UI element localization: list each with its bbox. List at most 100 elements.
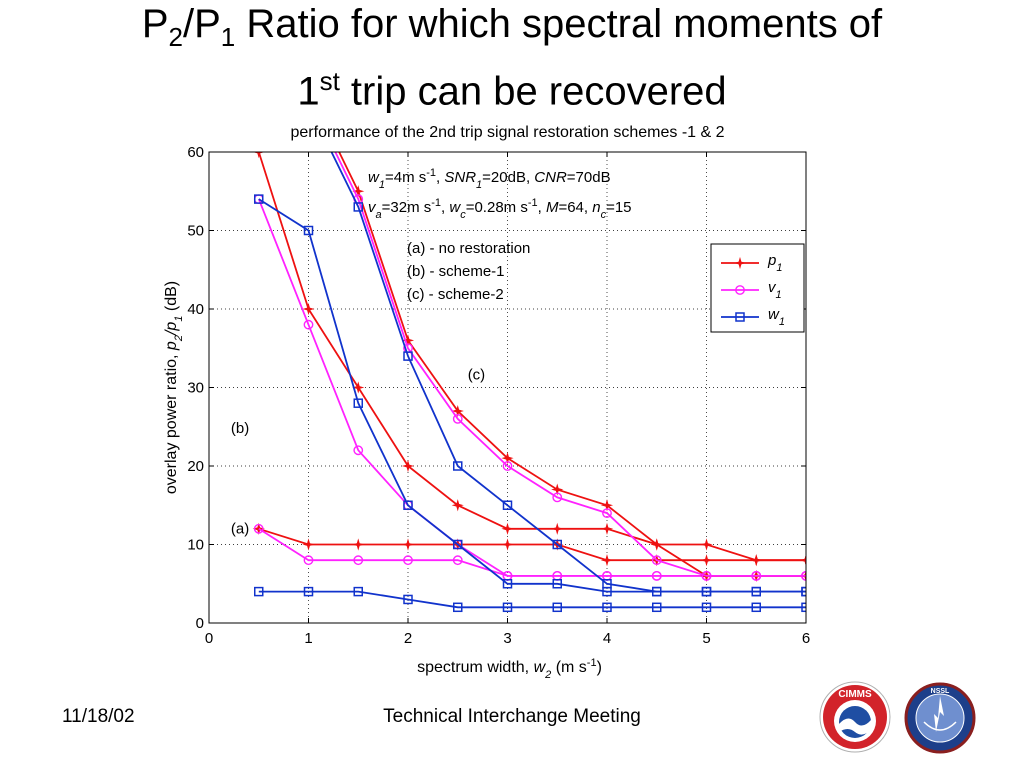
data-point-p1-b: [302, 302, 315, 316]
legend-marker-p1: [733, 256, 747, 270]
y-tick-label: 60: [187, 144, 204, 161]
data-point-p1-a: [252, 522, 265, 535]
data-point-p1-b: [750, 554, 763, 567]
data-point-w1-c: [801, 586, 806, 597]
legend-label-w1: w1: [768, 306, 785, 328]
data-point-w1-c: [403, 351, 413, 361]
data-point-p1-a: [600, 554, 614, 567]
params-line-1: w1=4m s-1, SNR1=20dB, CNR=70dB: [368, 167, 611, 191]
data-point-w1-a: [552, 602, 562, 613]
data-point-p1-a: [302, 538, 315, 551]
y-axis-label: overlay power ratio, p2/p1 (dB): [163, 281, 185, 494]
data-point-w1-a: [701, 602, 712, 613]
data-point-w1-b: [303, 225, 314, 236]
data-point-p1-b: [700, 538, 713, 551]
data-point-w1-b: [254, 194, 264, 204]
data-point-p1-a: [401, 538, 415, 551]
data-point-p1-c: [650, 538, 663, 551]
x-tick-label: 3: [503, 630, 511, 647]
data-point-p1-c: [551, 483, 564, 496]
data-point-p1-c: [501, 452, 514, 465]
svg-text:CIMMS: CIMMS: [838, 689, 872, 700]
data-point-p1-a: [700, 554, 713, 567]
data-point-v1-a: [403, 555, 413, 566]
data-point-w1-c: [602, 579, 612, 589]
data-point-w1-a: [652, 602, 662, 613]
data-point-p1-b: [551, 522, 564, 535]
data-point-p1-c: [304, 84, 314, 94]
data-point-p1-b: [799, 554, 806, 567]
data-point-v1-a: [253, 523, 264, 534]
title-text: /P: [182, 2, 221, 46]
legend-marker-v1: [735, 285, 745, 295]
data-point-w1-a: [353, 586, 363, 597]
scheme-note: (b) - scheme-1: [407, 263, 505, 280]
slide-title-line-1: P2/P1 Ratio for which spectral moments o…: [40, 2, 984, 59]
legend-label-v1: v1: [768, 279, 782, 301]
data-point-w1-c: [751, 586, 761, 597]
curve-label: (c): [468, 367, 486, 384]
x-tick-label: 0: [205, 630, 213, 647]
data-point-w1-a: [751, 602, 761, 613]
data-point-w1-b: [552, 579, 562, 589]
y-tick-label: 30: [187, 380, 204, 397]
data-point-w1-a: [403, 594, 413, 605]
chart-title: performance of the 2nd trip signal resto…: [291, 124, 725, 141]
y-tick-label: 20: [187, 458, 204, 475]
data-point-p1-a: [352, 538, 365, 551]
data-point-w1-a: [602, 602, 612, 613]
y-tick-label: 40: [187, 301, 204, 318]
data-point-w1-c: [502, 500, 513, 510]
data-point-w1-c: [305, 101, 313, 109]
data-point-v1-c: [304, 93, 312, 101]
data-point-p1-b: [501, 522, 514, 535]
x-tick-label: 2: [404, 630, 412, 647]
title-text: 1: [297, 69, 320, 114]
series-line-p1-a: [258, 527, 806, 562]
curve-label: (a): [231, 521, 249, 538]
slide-title: P2/P1 Ratio for which spectral moments o…: [40, 2, 984, 113]
data-point-v1-a: [303, 555, 314, 566]
slide-title-line-2: 1st trip can be recovered: [40, 59, 984, 113]
data-point-w1-b: [403, 500, 413, 510]
data-point-p1-b: [401, 459, 415, 473]
x-axis-label: spectrum width, w2 (m s-1): [417, 657, 602, 681]
data-point-w1-b: [502, 579, 513, 589]
data-point-p1-c: [451, 404, 464, 418]
data-point-w1-a: [303, 586, 314, 597]
data-point-v1-c: [701, 571, 712, 581]
series-line-w1-c: [330, 152, 806, 593]
data-point-v1-c: [552, 492, 563, 503]
params-line-2: va=32m s-1, wc=0.28m s-1, M=64, nc=15: [368, 197, 632, 221]
footer-title: Technical Interchange Meeting: [383, 706, 641, 727]
x-tick-label: 6: [802, 630, 810, 647]
scheme-note: (c) - scheme-2: [407, 286, 504, 303]
data-point-w1-c: [552, 539, 562, 550]
data-point-v1-b: [303, 319, 314, 330]
series-line-w1-a: [258, 590, 806, 609]
data-point-p1-b: [451, 499, 464, 512]
y-tick-label: 0: [196, 615, 204, 632]
legend-box: [710, 243, 805, 333]
data-point-p1-c: [352, 185, 365, 198]
series-line-v1-c: [334, 152, 806, 577]
data-point-w1-a: [502, 602, 513, 613]
data-point-w1-b: [353, 398, 363, 408]
cimms-noaa-logo: CIMMS: [818, 680, 892, 754]
nssl-logo: NSSL: [904, 682, 976, 754]
data-point-v1-a: [452, 555, 463, 566]
data-point-w1-c: [453, 461, 463, 471]
data-point-v1-c: [452, 413, 463, 424]
title-subscript: 1: [220, 22, 236, 52]
legend-marker-w1: [735, 312, 745, 322]
data-point-p1-a: [501, 538, 514, 551]
data-point-v1-c: [751, 571, 762, 581]
title-subscript: 2: [168, 22, 183, 52]
title-superscript: st: [319, 66, 340, 96]
title-text: Ratio for which spectral moments of: [235, 2, 883, 46]
data-point-v1-c: [651, 555, 662, 566]
data-point-p1-b: [352, 381, 365, 394]
data-point-w1-a: [801, 602, 806, 613]
data-point-w1-a: [254, 586, 264, 597]
